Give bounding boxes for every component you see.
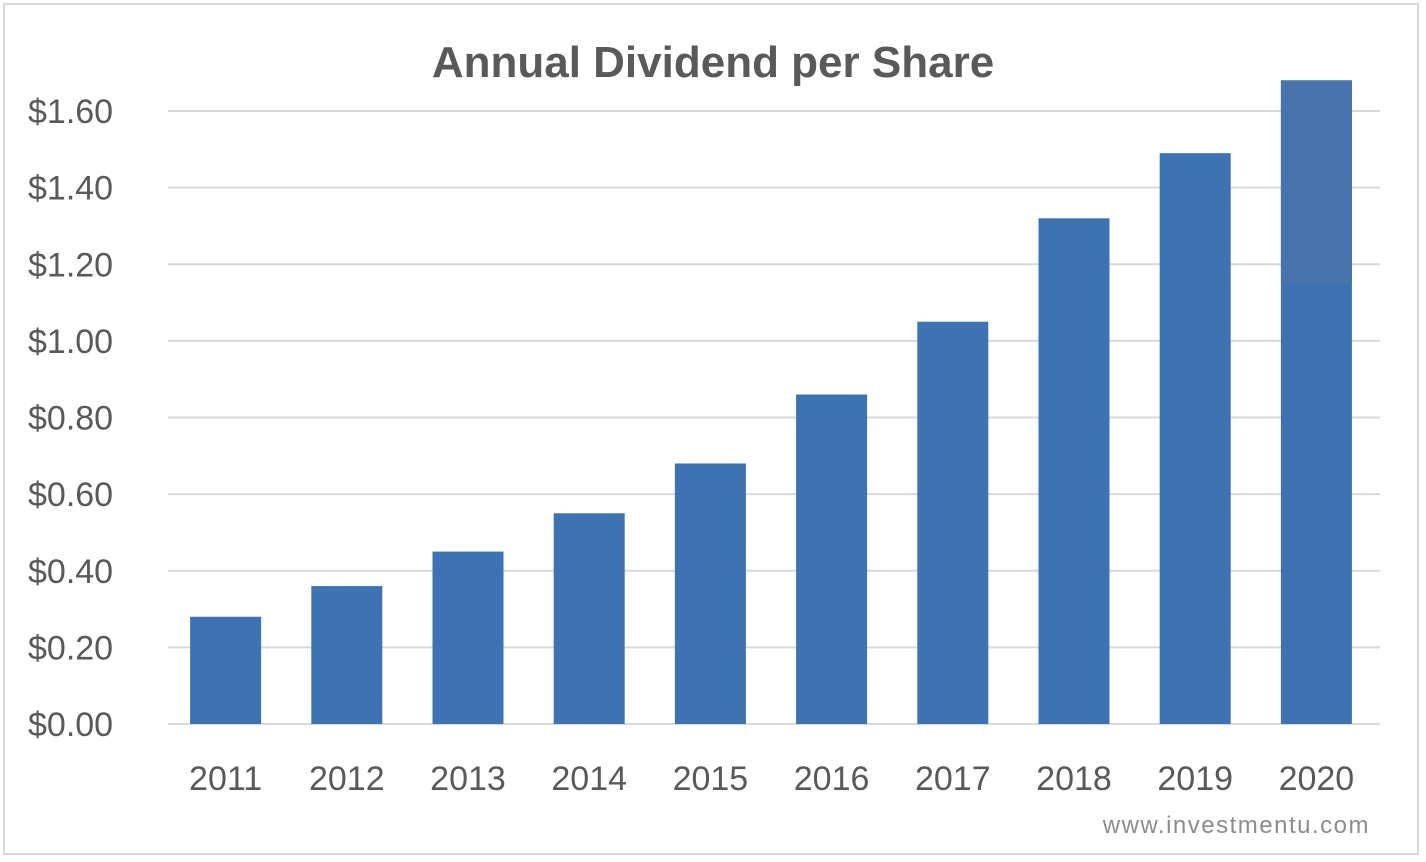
y-tick-label: $0.80 [28, 400, 113, 438]
bar-2012 [311, 586, 383, 724]
x-tick-label: 2019 [1157, 760, 1233, 798]
y-tick-label: $1.00 [28, 323, 113, 361]
y-axis-ticks: $0.00 $0.20 $0.40 $0.60 $0.80 $1.00 $1.20 $1.40… [28, 93, 113, 744]
bar-2017 [917, 321, 989, 724]
y-tick-label: $0.20 [28, 629, 113, 667]
x-tick-label: 2013 [430, 760, 506, 798]
bar-2013 [432, 551, 504, 724]
y-tick-label: $0.60 [28, 476, 113, 514]
chart-title: Annual Dividend per Share [431, 38, 995, 87]
bar-overlay-2020 [1280, 80, 1352, 284]
bar-2019 [1159, 153, 1231, 725]
bar-2018 [1038, 218, 1110, 724]
y-tick-label: $1.20 [28, 246, 113, 284]
x-tick-label: 2018 [1036, 760, 1112, 798]
y-tick-label: $1.60 [28, 93, 113, 131]
bars [190, 80, 1352, 725]
x-tick-label: 2017 [915, 760, 991, 798]
x-tick-label: 2016 [794, 760, 870, 798]
x-tick-label: 2020 [1279, 760, 1355, 798]
bar-2015 [674, 463, 746, 724]
x-tick-label: 2015 [673, 760, 749, 798]
bar-2011 [190, 616, 262, 724]
y-tick-label: $1.40 [28, 170, 113, 208]
watermark: www.investmentu.com [1102, 812, 1370, 839]
y-tick-label: $0.00 [28, 706, 113, 744]
x-axis-ticks: 2011 2012 2013 2014 2015 2016 2017 2018 2019 2020 [189, 760, 1354, 798]
x-tick-label: 2014 [551, 760, 627, 798]
bar-2016 [796, 394, 868, 724]
x-tick-label: 2012 [309, 760, 385, 798]
x-tick-label: 2011 [189, 760, 262, 798]
y-tick-label: $0.40 [28, 553, 113, 591]
bar-2014 [553, 513, 625, 724]
